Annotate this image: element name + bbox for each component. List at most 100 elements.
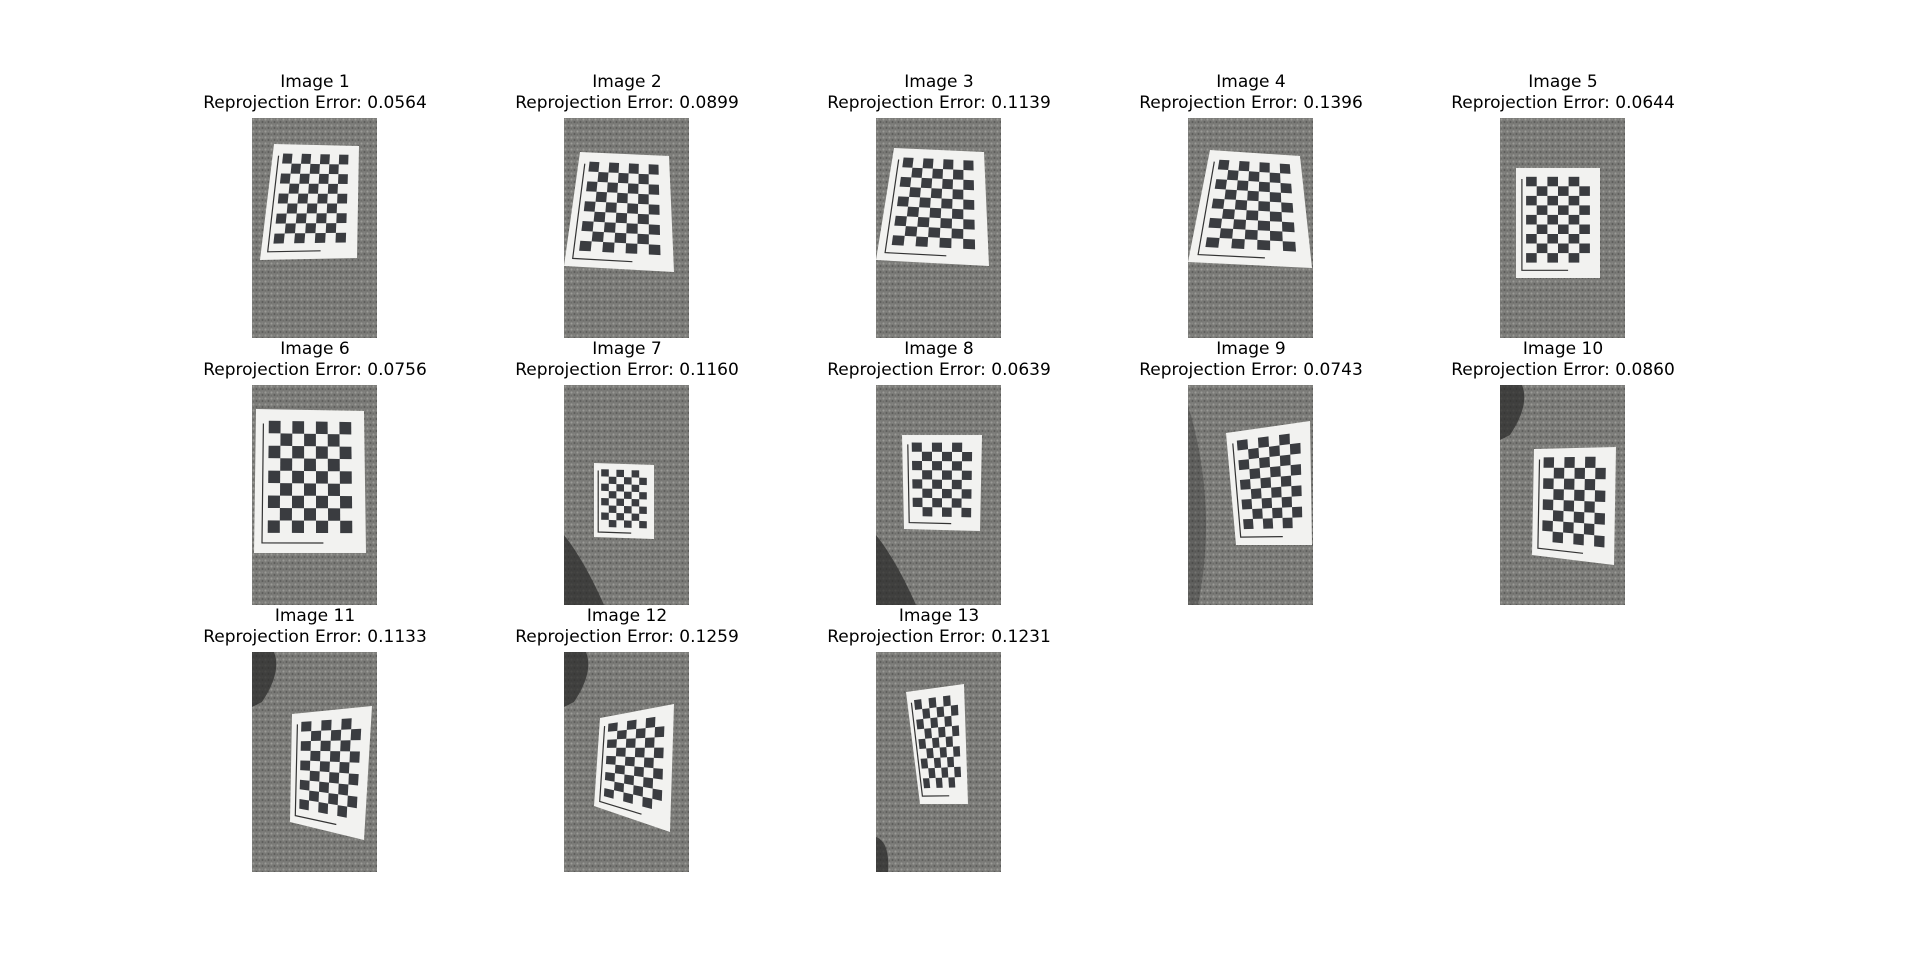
checker-square (631, 499, 640, 507)
checker-square (953, 746, 961, 757)
checker-square (341, 718, 352, 730)
panel-title: Image 2 Reprojection Error: 0.0899 (507, 72, 747, 114)
checker-square (894, 215, 907, 227)
checker-square (601, 512, 609, 520)
checker-square (337, 805, 348, 818)
checker-square (939, 747, 947, 758)
checker-square (1573, 533, 1584, 546)
axis-arrow (267, 155, 321, 253)
checker-square (1250, 488, 1262, 499)
checker-square (1526, 253, 1537, 263)
image-name: Image 12 (586, 606, 668, 626)
checker-square (588, 161, 600, 172)
checker-square (922, 470, 933, 480)
checker-square (951, 228, 964, 239)
checker-square (951, 479, 962, 490)
checker-square (328, 508, 341, 521)
checker-square (1291, 485, 1302, 497)
axis-arrow (1537, 459, 1584, 554)
checker-square (316, 471, 328, 484)
checker-square (1594, 535, 1605, 548)
checker-square (268, 420, 281, 434)
checker-square (942, 178, 953, 190)
checker-square (952, 189, 964, 200)
checker-square (277, 193, 289, 204)
checker-square (608, 505, 617, 513)
checker-square (339, 446, 352, 460)
checker-square (639, 506, 647, 514)
calibration-photo (876, 385, 1001, 605)
checker-square (616, 192, 628, 204)
checker-square (1257, 436, 1269, 448)
reprojection-error-label: Reprojection Error: 0.1133 (203, 627, 427, 647)
checker-square (1252, 508, 1263, 519)
calibration-photo (1188, 118, 1313, 338)
checker-square (917, 217, 930, 228)
checker-square (1236, 439, 1249, 451)
calibration-photo (564, 385, 689, 605)
checker-square (292, 470, 304, 484)
checker-square (336, 213, 347, 224)
checker-square (942, 488, 952, 499)
checker-square (327, 434, 340, 447)
checker-square (1563, 500, 1575, 512)
checker-square (891, 235, 905, 246)
checker-square (316, 213, 327, 224)
checker-square (911, 167, 923, 178)
checker-square (930, 717, 939, 729)
checker-square (1257, 239, 1271, 251)
checker-square (583, 201, 596, 212)
checker-square (306, 203, 318, 214)
checker-square (338, 783, 349, 796)
checker-square (1269, 445, 1280, 457)
checker-square (297, 193, 309, 204)
checker-square (1547, 234, 1558, 244)
reprojection-error-label: Reprojection Error: 0.0644 (1451, 93, 1675, 113)
image-name: Image 9 (1216, 339, 1286, 359)
checker-square (309, 790, 319, 802)
checker-square (945, 736, 953, 748)
checker-square (928, 227, 941, 238)
checker-square (320, 740, 331, 752)
checker-square (1261, 497, 1273, 509)
checker-square (919, 197, 931, 208)
checker-square (337, 193, 348, 204)
photo-frame (1188, 118, 1313, 338)
checker-square (1536, 186, 1548, 196)
checker-square (328, 164, 339, 175)
checker-square (899, 176, 912, 188)
checker-square (280, 458, 293, 471)
checker-square (1217, 159, 1230, 170)
checker-square (1292, 506, 1303, 518)
checker-square (1243, 518, 1254, 530)
checker-square (318, 173, 329, 184)
checker-square (1279, 433, 1290, 446)
checker-square (909, 187, 921, 198)
checker-square (1231, 238, 1245, 249)
checker-square (1579, 186, 1590, 196)
shadow (876, 535, 916, 605)
photo-frame (1500, 118, 1625, 338)
checker-square (301, 721, 312, 732)
checker-square (339, 762, 350, 774)
checker-square (603, 788, 614, 799)
checker-square (1536, 205, 1548, 215)
checker-square (318, 802, 329, 815)
checker-square (319, 761, 330, 773)
checker-square (280, 433, 293, 446)
checker-square (1543, 478, 1554, 490)
checker-square (1579, 224, 1590, 234)
calibration-paper (594, 704, 674, 832)
reprojection-error-label: Reprojection Error: 0.0756 (203, 360, 427, 380)
checker-square (1246, 210, 1259, 221)
checker-square (1244, 229, 1258, 240)
photo-frame (1188, 385, 1313, 605)
checker-square (936, 706, 945, 718)
photo-frame (876, 118, 1001, 338)
checker-square (938, 726, 946, 738)
checker-square (1270, 230, 1283, 242)
panel-title: Image 3 Reprojection Error: 0.1139 (819, 72, 1059, 114)
checker-square (627, 203, 639, 214)
checker-square (906, 206, 920, 217)
checker-square (947, 756, 955, 768)
